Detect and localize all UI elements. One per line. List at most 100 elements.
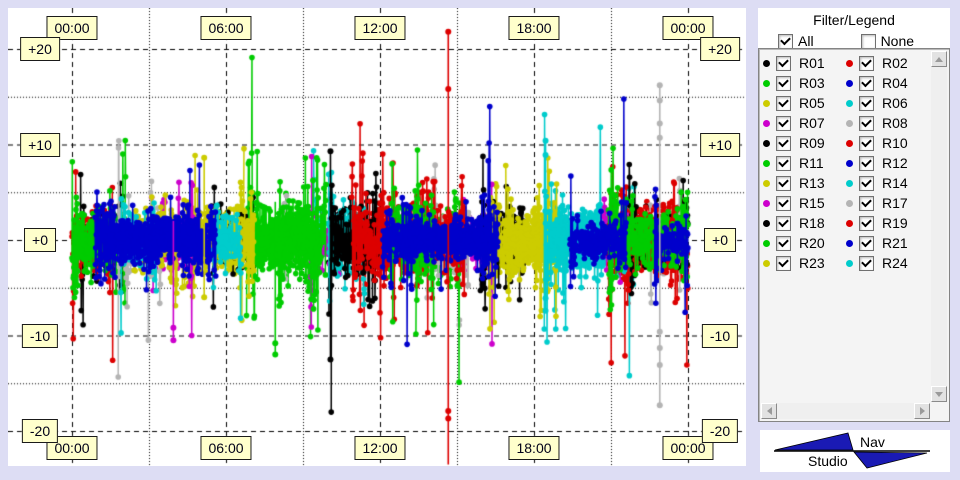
series-checkbox-r04[interactable] <box>859 75 874 91</box>
series-checkbox-r09[interactable] <box>776 135 791 151</box>
logo-lower-wing-icon <box>853 451 928 469</box>
series-checkbox-r15[interactable] <box>776 195 791 211</box>
series-checkbox-r20[interactable] <box>776 235 791 251</box>
scroll-right-button[interactable] <box>914 403 930 419</box>
y-axis-label-right: -20 <box>701 419 739 443</box>
series-label: R17 <box>882 195 908 211</box>
legend-row: R07 R08 <box>763 113 929 133</box>
series-label: R04 <box>882 75 908 91</box>
scroll-down-icon <box>935 391 943 397</box>
legend-entry-r15[interactable]: R15 <box>763 195 846 211</box>
series-checkbox-r24[interactable] <box>859 255 874 271</box>
series-checkbox-r03[interactable] <box>776 75 791 91</box>
plot-area: 00:00 00:00 06:00 06:00 12:00 12:00 18:00 18:00… <box>8 8 746 466</box>
series-color-dot <box>763 259 770 267</box>
series-color-dot <box>846 219 853 227</box>
none-label: None <box>880 33 915 49</box>
y-axis-label-right: -10 <box>701 323 739 348</box>
y-axis-label-right: +20 <box>700 37 740 61</box>
legend-entry-r14[interactable]: R14 <box>846 175 929 191</box>
legend-row: R01 R02 <box>763 53 929 73</box>
legend-entry-r24[interactable]: R24 <box>846 255 929 271</box>
series-checkbox-r17[interactable] <box>859 195 874 211</box>
series-color-dot <box>846 199 853 207</box>
series-list: R01 R02 R03 R04 R05 R06 R07 R08 R09 R10 R11 R12 R13 R… <box>758 48 950 422</box>
legend-entry-r04[interactable]: R04 <box>846 75 929 91</box>
horizontal-scrollbar[interactable] <box>761 403 930 419</box>
legend-entry-r12[interactable]: R12 <box>846 155 929 171</box>
series-color-dot <box>846 79 853 87</box>
legend-row: R23 R24 <box>763 253 929 273</box>
series-checkbox-r08[interactable] <box>859 115 874 131</box>
series-label: R01 <box>799 55 825 71</box>
series-label: R11 <box>799 155 824 171</box>
scroll-down-button[interactable] <box>931 386 947 402</box>
legend-row: R15 R17 <box>763 193 929 213</box>
series-label: R06 <box>882 95 908 111</box>
plot-canvas[interactable] <box>8 8 746 466</box>
all-label: All <box>798 33 814 49</box>
legend-entry-r19[interactable]: R19 <box>846 215 929 231</box>
y-axis-label-right: +0 <box>704 228 736 252</box>
series-color-dot <box>763 139 770 147</box>
legend-entry-r01[interactable]: R01 <box>763 55 846 71</box>
all-checkbox-control[interactable]: All <box>778 33 814 49</box>
series-label: R21 <box>882 235 908 251</box>
series-checkbox-r21[interactable] <box>859 235 874 251</box>
nav-studio-logo: Nav Studio <box>774 432 930 469</box>
legend-title: Filter/Legend <box>813 12 895 28</box>
legend-entry-r02[interactable]: R02 <box>846 55 929 71</box>
legend-entry-r09[interactable]: R09 <box>763 135 846 151</box>
series-checkbox-r01[interactable] <box>776 55 791 71</box>
legend-entry-r03[interactable]: R03 <box>763 75 846 91</box>
series-checkbox-r02[interactable] <box>859 55 874 71</box>
legend-entry-r17[interactable]: R17 <box>846 195 929 211</box>
series-color-dot <box>763 79 770 87</box>
legend-entry-r10[interactable]: R10 <box>846 135 929 151</box>
series-label: R20 <box>799 235 825 251</box>
legend-entry-r21[interactable]: R21 <box>846 235 929 251</box>
legend-entry-r23[interactable]: R23 <box>763 255 846 271</box>
none-checkbox[interactable] <box>860 33 876 49</box>
all-checkbox[interactable] <box>778 33 793 49</box>
legend-entry-r07[interactable]: R07 <box>763 115 846 131</box>
scroll-left-button[interactable] <box>761 403 777 419</box>
legend-entry-r05[interactable]: R05 <box>763 95 846 111</box>
legend-entry-r06[interactable]: R06 <box>846 95 929 111</box>
vertical-scrollbar[interactable] <box>931 51 947 402</box>
series-color-dot <box>846 119 853 127</box>
series-checkbox-r07[interactable] <box>776 115 791 131</box>
legend-row: R05 R06 <box>763 93 929 113</box>
legend-entry-r08[interactable]: R08 <box>846 115 929 131</box>
none-checkbox-control[interactable]: None <box>860 33 915 49</box>
series-checkbox-r05[interactable] <box>776 95 791 111</box>
series-color-dot <box>763 59 770 67</box>
legend-entry-r11[interactable]: R11 <box>763 155 846 171</box>
legend-entry-r13[interactable]: R13 <box>763 175 846 191</box>
series-color-dot <box>763 159 770 167</box>
series-label: R05 <box>799 95 825 111</box>
legend-entry-r18[interactable]: R18 <box>763 215 846 231</box>
series-checkbox-r11[interactable] <box>776 155 791 171</box>
series-label: R03 <box>799 75 825 91</box>
series-color-dot <box>846 179 853 187</box>
series-checkbox-r12[interactable] <box>859 155 874 171</box>
x-axis-label-bottom: 18:00 <box>508 436 560 460</box>
legend-entry-r20[interactable]: R20 <box>763 235 846 251</box>
y-axis-label-left: +0 <box>24 228 56 252</box>
series-checkbox-r23[interactable] <box>776 255 791 271</box>
series-checkbox-r14[interactable] <box>859 175 874 191</box>
legend-row: R11 R12 <box>763 153 929 173</box>
series-checkbox-r06[interactable] <box>859 95 874 111</box>
x-axis-label-bottom: 06:00 <box>200 436 252 460</box>
series-color-dot <box>763 99 770 107</box>
series-label: R10 <box>882 135 908 151</box>
scroll-right-icon <box>919 407 925 415</box>
scroll-up-button[interactable] <box>931 51 947 67</box>
series-checkbox-r13[interactable] <box>776 175 791 191</box>
series-checkbox-r19[interactable] <box>859 215 874 231</box>
y-axis-label-left: +10 <box>20 132 60 157</box>
series-checkbox-r10[interactable] <box>859 135 874 151</box>
series-checkbox-r18[interactable] <box>776 215 791 231</box>
